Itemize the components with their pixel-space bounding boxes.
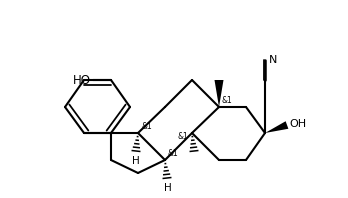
Text: H: H [132,156,140,166]
Text: N: N [269,55,277,65]
Text: &1: &1 [178,132,189,141]
Text: H: H [164,183,172,193]
Text: OH: OH [289,119,306,129]
Polygon shape [214,80,223,107]
Text: &1: &1 [168,149,179,158]
Text: &1: &1 [222,96,233,105]
Polygon shape [265,121,288,133]
Text: HO: HO [73,73,91,87]
Text: &1: &1 [141,122,152,131]
